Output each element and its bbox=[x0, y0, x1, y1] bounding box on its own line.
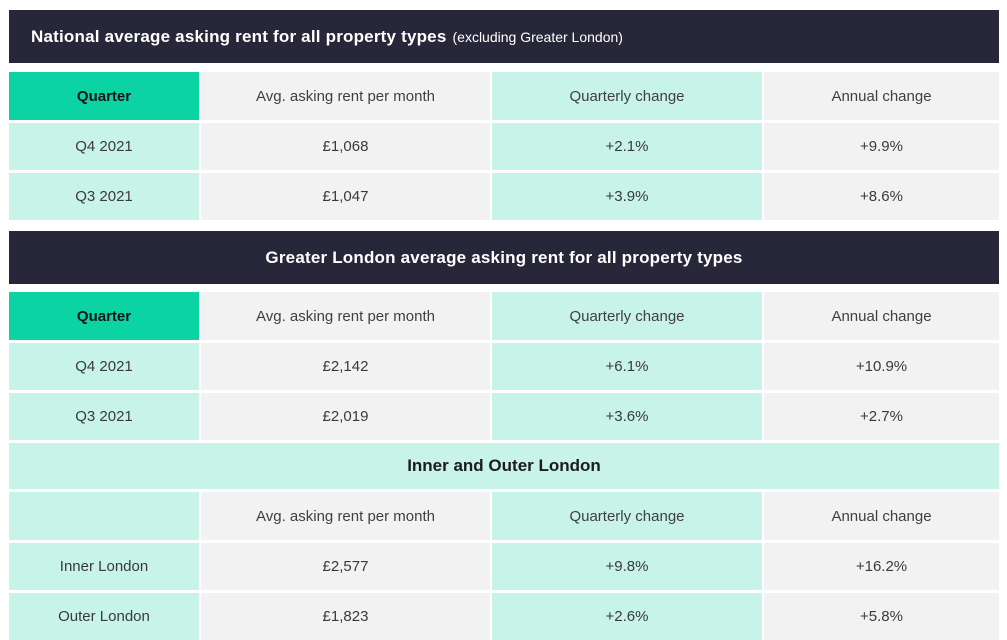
table-row: Q4 2021 £1,068 +2.1% +9.9% bbox=[9, 123, 999, 170]
column-header-quarterly-change: Quarterly change bbox=[492, 492, 762, 540]
annual-change-cell: +8.6% bbox=[764, 173, 999, 220]
national-header-row: Quarter Avg. asking rent per month Quart… bbox=[9, 72, 999, 120]
rent-cell: £2,019 bbox=[201, 393, 490, 440]
inner-outer-london-banner: Inner and Outer London bbox=[9, 443, 999, 489]
table-row: Q3 2021 £2,019 +3.6% +2.7% bbox=[9, 393, 999, 440]
quarterly-change-cell: +2.1% bbox=[492, 123, 762, 170]
rent-cell: £1,823 bbox=[201, 593, 490, 640]
column-header-annual-change: Annual change bbox=[764, 292, 999, 340]
quarterly-change-cell: +3.6% bbox=[492, 393, 762, 440]
annual-change-cell: +9.9% bbox=[764, 123, 999, 170]
area-cell: Inner London bbox=[9, 543, 199, 590]
annual-change-cell: +10.9% bbox=[764, 343, 999, 390]
quarterly-change-cell: +2.6% bbox=[492, 593, 762, 640]
column-header-annual-change: Annual change bbox=[764, 72, 999, 120]
annual-change-cell: +16.2% bbox=[764, 543, 999, 590]
rent-cell: £1,047 bbox=[201, 173, 490, 220]
national-table-title-note: (excluding Greater London) bbox=[452, 28, 623, 45]
table-row: Outer London £1,823 +2.6% +5.8% bbox=[9, 593, 999, 640]
annual-change-cell: +2.7% bbox=[764, 393, 999, 440]
national-table-title: National average asking rent for all pro… bbox=[31, 26, 447, 46]
quarter-cell: Q3 2021 bbox=[9, 393, 199, 440]
quarterly-change-cell: +9.8% bbox=[492, 543, 762, 590]
london-header-row: Quarter Avg. asking rent per month Quart… bbox=[9, 292, 999, 340]
table-row: Inner London £2,577 +9.8% +16.2% bbox=[9, 543, 999, 590]
quarterly-change-cell: +3.9% bbox=[492, 173, 762, 220]
rent-cell: £2,142 bbox=[201, 343, 490, 390]
quarterly-change-cell: +6.1% bbox=[492, 343, 762, 390]
column-header-quarterly-change: Quarterly change bbox=[492, 72, 762, 120]
london-table-title: Greater London average asking rent for a… bbox=[265, 247, 743, 267]
column-header-quarterly-change: Quarterly change bbox=[492, 292, 762, 340]
area-cell: Outer London bbox=[9, 593, 199, 640]
quarter-cell: Q4 2021 bbox=[9, 343, 199, 390]
table-row: Q4 2021 £2,142 +6.1% +10.9% bbox=[9, 343, 999, 390]
column-header-quarter: Quarter bbox=[9, 72, 199, 120]
inner-outer-header-row: Avg. asking rent per month Quarterly cha… bbox=[9, 492, 999, 540]
quarter-cell: Q3 2021 bbox=[9, 173, 199, 220]
column-header-avg-rent: Avg. asking rent per month bbox=[201, 72, 490, 120]
london-table-title-bar: Greater London average asking rent for a… bbox=[9, 231, 999, 284]
rent-cell: £1,068 bbox=[201, 123, 490, 170]
rent-cell: £2,577 bbox=[201, 543, 490, 590]
quarter-cell: Q4 2021 bbox=[9, 123, 199, 170]
national-table-title-bar: National average asking rent for all pro… bbox=[9, 10, 999, 63]
column-header-annual-change: Annual change bbox=[764, 492, 999, 540]
annual-change-cell: +5.8% bbox=[764, 593, 999, 640]
column-header-avg-rent: Avg. asking rent per month bbox=[201, 492, 490, 540]
column-header-quarter: Quarter bbox=[9, 292, 199, 340]
column-header-empty bbox=[9, 492, 199, 540]
table-row: Q3 2021 £1,047 +3.9% +8.6% bbox=[9, 173, 999, 220]
column-header-avg-rent: Avg. asking rent per month bbox=[201, 292, 490, 340]
